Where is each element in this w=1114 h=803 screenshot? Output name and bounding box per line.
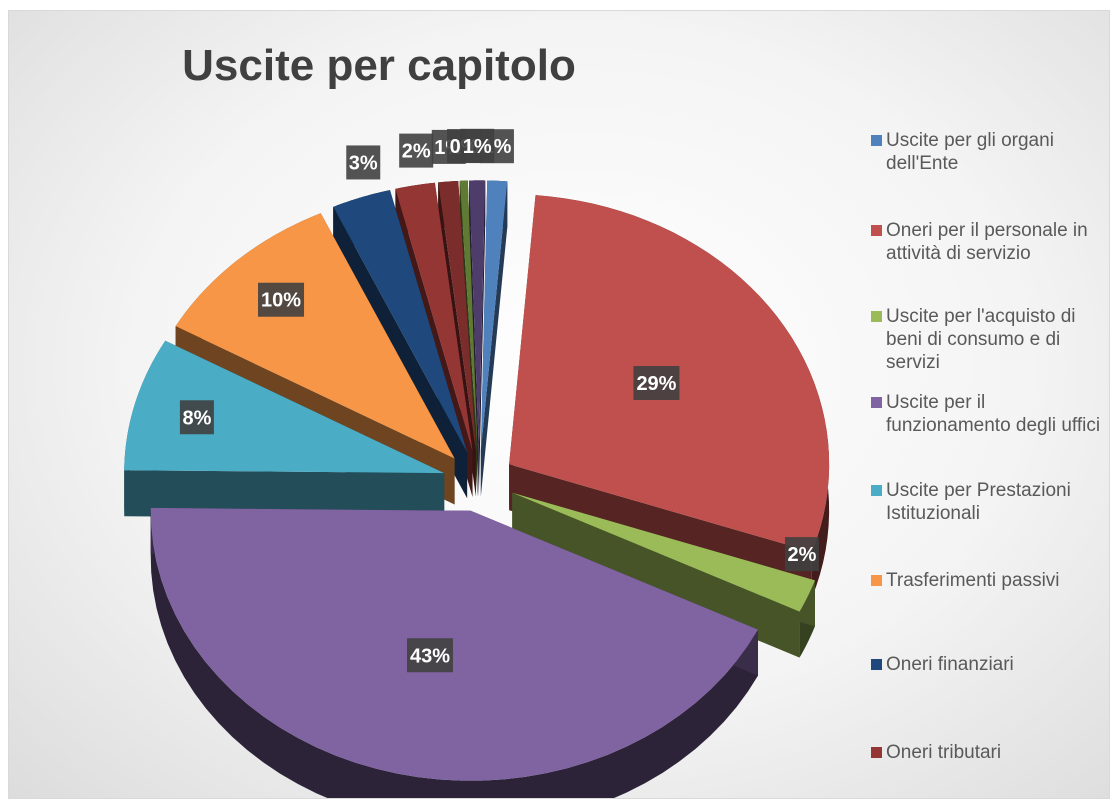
data-label-1: 29%	[633, 366, 680, 401]
slice-0	[480, 180, 508, 497]
legend-label-0: Uscite per gli organi dell'Ente	[886, 130, 1054, 174]
legend-item-3: Uscite per il funzionamento degli uffici	[871, 391, 1107, 437]
svg-text:10%: 10%	[261, 290, 301, 312]
legend-swatch-6	[871, 659, 882, 670]
data-label-7: 2%	[399, 133, 434, 168]
legend-item-2: Uscite per l'acquisto di beni di consumo…	[871, 305, 1107, 374]
data-label-6: 3%	[346, 145, 381, 180]
legend-item-4: Uscite per Prestazioni Istituzionali	[871, 479, 1107, 525]
slice-extra-2	[469, 180, 486, 497]
chart-area: Uscite per capitolo 1% 29% 2% 43% 8% 10% 3% 2% 1…	[8, 10, 1110, 799]
legend-item-7: Oneri tributari	[871, 741, 1107, 764]
svg-text:1%: 1%	[463, 136, 492, 158]
legend-swatch-0	[871, 135, 882, 146]
pie-chart: 1%29%2%43%8%10%3%2%1%0%1%	[124, 128, 830, 798]
legend-item-6: Oneri finanziari	[871, 653, 1107, 676]
data-label-10: 1%	[460, 128, 495, 163]
data-label-5: 10%	[258, 282, 305, 317]
legend-swatch-5	[871, 575, 882, 586]
legend-swatch-2	[871, 311, 882, 322]
legend-swatch-7	[871, 747, 882, 758]
legend-swatch-3	[871, 397, 882, 408]
legend-swatch-1	[871, 225, 882, 236]
data-label-4: 8%	[179, 400, 214, 435]
svg-text:43%: 43%	[410, 645, 450, 667]
legend-swatch-4	[871, 485, 882, 496]
slice-4	[124, 340, 445, 520]
slice-2	[512, 492, 815, 658]
chart-title: Uscite per capitolo	[182, 41, 576, 90]
svg-text:8%: 8%	[182, 407, 211, 429]
svg-text:3%: 3%	[349, 152, 378, 174]
slice-3	[150, 507, 759, 798]
legend-label-3: Uscite per il funzionamento degli uffici	[886, 392, 1101, 436]
legend-label-4: Uscite per Prestazioni Istituzionali	[886, 480, 1071, 524]
data-label-2: 2%	[784, 537, 819, 572]
legend-item-1: Oneri per il personale in attività di se…	[871, 219, 1107, 265]
legend-label-5: Trasferimenti passivi	[886, 570, 1060, 591]
legend-item-5: Trasferimenti passivi	[871, 569, 1107, 592]
legend-label-2: Uscite per l'acquisto di beni di consumo…	[886, 306, 1076, 373]
legend-label-1: Oneri per il personale in attività di se…	[886, 220, 1088, 264]
legend-label-7: Oneri tributari	[886, 742, 1002, 763]
svg-text:29%: 29%	[636, 373, 676, 395]
legend-item-0: Uscite per gli organi dell'Ente	[871, 129, 1107, 175]
data-label-3: 43%	[407, 638, 454, 673]
svg-text:2%: 2%	[787, 544, 816, 566]
svg-text:2%: 2%	[402, 141, 431, 163]
legend-label-6: Oneri finanziari	[886, 654, 1014, 675]
